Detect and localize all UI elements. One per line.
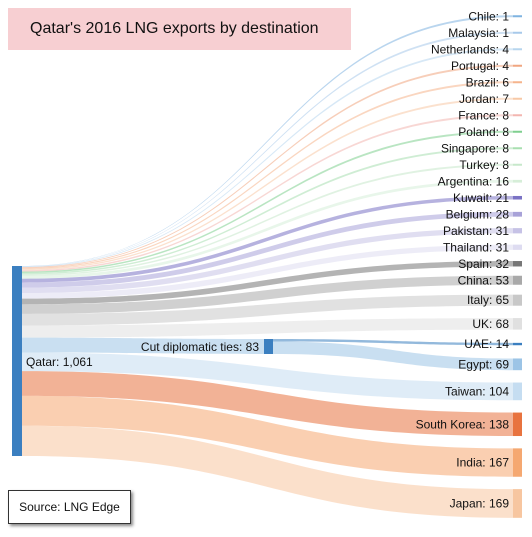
middle-node-name: Cut diplomatic ties [141,340,239,354]
link-qatar-to-turkey [22,163,513,276]
dest-label-singapore: Singapore: 8 [441,141,509,155]
node-bar-uae [513,342,522,346]
node-bar-france [513,114,522,117]
dest-label-india: India: 167 [456,456,509,470]
dest-label-uk: UK: 68 [472,317,509,331]
dest-label-egypt: Egypt: 69 [458,357,509,371]
node-bar-south-korea [513,412,522,437]
dest-label-malaysia: Malaysia: 1 [448,26,509,40]
link-qatar-to-china [22,275,513,314]
link-qatar-to-thailand [22,244,513,299]
link-cut-ties-to-egypt [273,341,513,371]
link-qatar-to-south-korea [22,371,513,437]
source-note: Source: LNG Edge [8,490,131,524]
link-qatar-to-malaysia [22,31,513,267]
node-bar-netherlands [513,48,522,51]
node-bar-india [513,448,522,477]
dest-label-south-korea: South Korea: 138 [416,417,510,431]
dest-label-argentina: Argentina: 16 [438,174,510,188]
middle-node-value: 83 [246,340,260,354]
link-qatar-to-portugal [22,64,513,268]
link-qatar-to-japan [22,425,513,518]
link-qatar-to-kuwait [22,195,513,283]
dest-label-poland: Poland: 8 [458,125,509,139]
dest-label-turkey: Turkey: 8 [459,158,509,172]
dest-label-brazil: Brazil: 6 [466,75,510,89]
node-bar-china [513,275,522,285]
qatar-node-label: Qatar: 1,061 [26,355,93,369]
link-qatar-to-poland [22,130,513,273]
node-bar-japan [513,489,522,518]
link-qatar-to-chile [22,15,513,267]
node-bar-kuwait [513,195,522,200]
node-bar-uk [513,318,522,330]
dest-label-thailand: Thailand: 31 [443,240,509,254]
dest-label-taiwan: Taiwan: 104 [445,384,509,398]
node-bar-italy [513,294,522,306]
link-qatar-to-jordan [22,97,513,271]
node-bar-thailand [513,244,522,250]
qatar-node-name: Qatar [26,355,56,369]
node-bar-argentina [513,179,522,183]
link-qatar-to-argentina [22,179,513,279]
dest-label-belgium: Belgium: 28 [446,207,510,221]
dest-label-france: France: 8 [458,108,509,122]
link-qatar-to-belgium [22,211,513,288]
middle-node-sep: : [239,340,246,354]
dest-label-uae: UAE: 14 [464,337,509,351]
middle-node-bar [264,339,273,354]
qatar-node-sep: : [56,355,63,369]
node-bar-portugal [513,64,522,67]
node-bar-egypt [513,358,522,371]
middle-node-label: Cut diplomatic ties: 83 [141,340,259,354]
dest-label-netherlands: Netherlands: 4 [431,42,509,56]
dest-label-italy: Italy: 65 [467,293,509,307]
dest-label-portugal: Portugal: 4 [451,59,509,73]
sankey-links [22,15,513,518]
dest-label-japan: Japan: 169 [450,496,510,510]
link-qatar-to-cut-diplomatic-ties [22,337,264,354]
node-bar-singapore [513,147,522,150]
link-qatar-to-india [22,395,513,477]
link-qatar-to-spain [22,261,513,305]
node-bar-malaysia [513,31,522,34]
link-qatar-to-pakistan [22,228,513,294]
dest-label-kuwait: Kuwait: 21 [453,191,509,205]
dest-label-jordan: Jordan: 7 [459,92,509,106]
node-bar-taiwan [513,382,522,401]
node-bar-turkey [513,163,522,166]
sankey-node-bars [513,15,522,518]
link-qatar-to-singapore [22,147,513,275]
link-cut-ties-to-uae [273,339,513,346]
link-qatar-to-netherlands [22,48,513,268]
dest-label-spain: Spain: 32 [458,257,509,271]
qatar-node-bar [12,266,22,456]
qatar-node-value: 1,061 [63,355,93,369]
dest-label-chile: Chile: 1 [468,9,509,23]
chart-title: Qatar's 2016 LNG exports by destination [8,8,351,50]
link-qatar-to-france [22,114,513,272]
node-bar-brazil [513,81,522,84]
node-bar-spain [513,261,522,267]
link-qatar-to-brazil [22,81,513,269]
dest-label-china: China: 53 [458,273,510,287]
node-bar-pakistan [513,228,522,234]
node-bar-jordan [513,97,522,100]
link-qatar-to-uk [22,318,513,338]
link-qatar-to-italy [22,294,513,326]
sankey-labels: Chile: 1 Malaysia: 1 Netherlands: 4 Portuga… [416,9,510,510]
dest-label-pakistan: Pakistan: 31 [443,224,509,238]
node-bar-chile [513,15,522,18]
link-qatar-to-taiwan [22,352,513,401]
node-bar-poland [513,130,522,133]
node-bar-belgium [513,211,522,217]
